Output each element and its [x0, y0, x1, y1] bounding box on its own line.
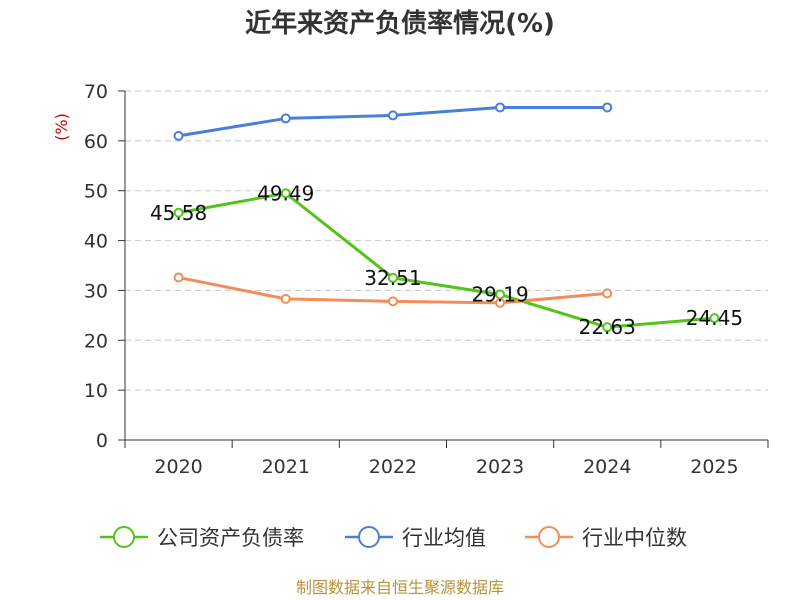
y-axis-label: (%)	[52, 113, 71, 141]
legend-item-0[interactable]: 公司资产负债率	[100, 526, 304, 550]
data-point	[173, 130, 184, 141]
data-labels: 45.58 49.49 32.51 29.19 22.63 24.45	[150, 181, 743, 339]
tick-labels: 0 10 20 30 40 50 60 70 2020 2021 2022 2023 2024 2025	[84, 81, 739, 478]
y-tick-label: 30	[84, 280, 108, 302]
data-point	[280, 188, 291, 199]
y-tick-label: 20	[84, 330, 108, 352]
legend-marker	[358, 526, 380, 548]
data-label: 22.63	[579, 315, 636, 339]
data-point	[495, 297, 506, 308]
data-point	[602, 102, 613, 113]
data-point	[387, 296, 398, 307]
data-point	[387, 110, 398, 121]
data-label: 49.49	[257, 181, 314, 205]
y-tick-label: 60	[84, 131, 108, 153]
data-label: 32.51	[364, 266, 421, 290]
source-note: 制图数据来自恒生聚源数据库	[296, 578, 504, 597]
data-point	[602, 288, 613, 299]
data-point	[709, 313, 720, 324]
grid-lines	[125, 90, 768, 391]
y-tick-label: 40	[84, 231, 108, 253]
axes	[118, 90, 769, 448]
series-lines	[173, 102, 720, 333]
legend-marker	[113, 526, 135, 548]
data-point	[173, 207, 184, 218]
legend-label: 公司资产负债率	[157, 526, 304, 550]
x-tick-label: 2024	[583, 456, 631, 478]
y-tick-label: 70	[84, 81, 108, 103]
legend[interactable]: 公司资产负债率 行业均值 行业中位数	[100, 526, 687, 550]
series-line-0	[178, 191, 715, 329]
x-tick-label: 2022	[369, 456, 417, 478]
legend-label: 行业中位数	[582, 526, 687, 550]
data-label: 29.19	[471, 282, 528, 306]
y-tick-label: 0	[96, 430, 108, 452]
x-tick-label: 2021	[262, 456, 310, 478]
data-point	[280, 293, 291, 304]
y-tick-label: 10	[84, 380, 108, 402]
data-point	[173, 272, 184, 283]
legend-item-1[interactable]: 行业均值	[345, 526, 486, 550]
data-point	[387, 272, 398, 283]
data-label: 45.58	[150, 201, 207, 225]
legend-item-2[interactable]: 行业中位数	[525, 526, 687, 550]
x-tick-label: 2020	[154, 456, 202, 478]
data-point	[495, 102, 506, 113]
data-label: 24.45	[686, 306, 743, 330]
legend-label: 行业均值	[402, 526, 486, 550]
x-tick-label: 2025	[690, 456, 738, 478]
legend-marker	[538, 526, 560, 548]
data-point	[280, 113, 291, 124]
x-tick-label: 2023	[476, 456, 524, 478]
data-point	[602, 322, 613, 333]
chart-title: 近年来资产负债率情况(%)	[245, 8, 555, 39]
y-tick-label: 50	[84, 181, 108, 203]
